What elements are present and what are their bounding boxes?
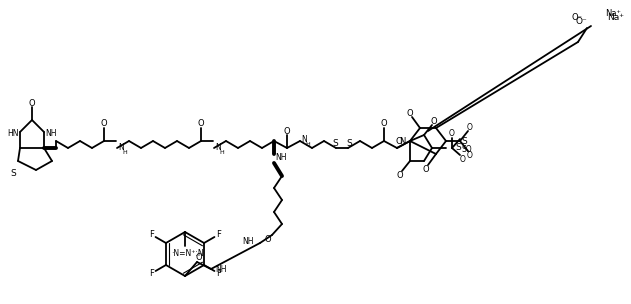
Text: NH: NH [45, 129, 57, 137]
Text: F: F [216, 230, 221, 239]
Text: O: O [467, 150, 473, 160]
Text: SO: SO [462, 146, 473, 154]
Text: F: F [149, 269, 154, 278]
Text: O: O [284, 126, 290, 136]
Text: N: N [118, 143, 124, 151]
Text: O: O [467, 123, 473, 132]
Text: O: O [460, 156, 466, 164]
Text: NH: NH [275, 154, 286, 163]
Text: S: S [346, 139, 352, 147]
Text: Na⁺: Na⁺ [605, 9, 621, 19]
Text: O: O [396, 137, 403, 147]
Text: O: O [28, 98, 35, 108]
Text: O: O [423, 164, 429, 174]
Text: N: N [301, 134, 307, 143]
Text: ·N=N⁺:N: ·N=N⁺:N [171, 250, 204, 258]
Text: O⁻: O⁻ [572, 13, 583, 22]
Text: O: O [431, 116, 437, 126]
Text: HN: HN [8, 129, 19, 137]
Text: O⁻: O⁻ [575, 18, 587, 26]
Text: S: S [455, 143, 461, 153]
Text: O: O [196, 254, 203, 262]
Text: S: S [10, 168, 16, 178]
Text: O: O [449, 130, 455, 139]
Text: O: O [264, 236, 271, 244]
Text: NH: NH [215, 264, 227, 274]
Text: N: N [399, 136, 406, 146]
Text: S: S [332, 139, 338, 147]
Text: H: H [219, 150, 224, 154]
Text: F: F [149, 230, 154, 239]
Text: O: O [397, 171, 403, 179]
Text: H: H [305, 141, 310, 147]
Text: O: O [198, 119, 204, 129]
Text: H: H [122, 150, 127, 154]
Text: O: O [407, 109, 413, 118]
Text: N: N [215, 143, 221, 151]
Text: S: S [461, 136, 467, 146]
Text: NH: NH [242, 237, 254, 246]
Text: O: O [380, 119, 387, 129]
Text: F: F [216, 269, 221, 278]
Text: Na⁺: Na⁺ [607, 13, 624, 22]
Text: O: O [101, 119, 107, 129]
